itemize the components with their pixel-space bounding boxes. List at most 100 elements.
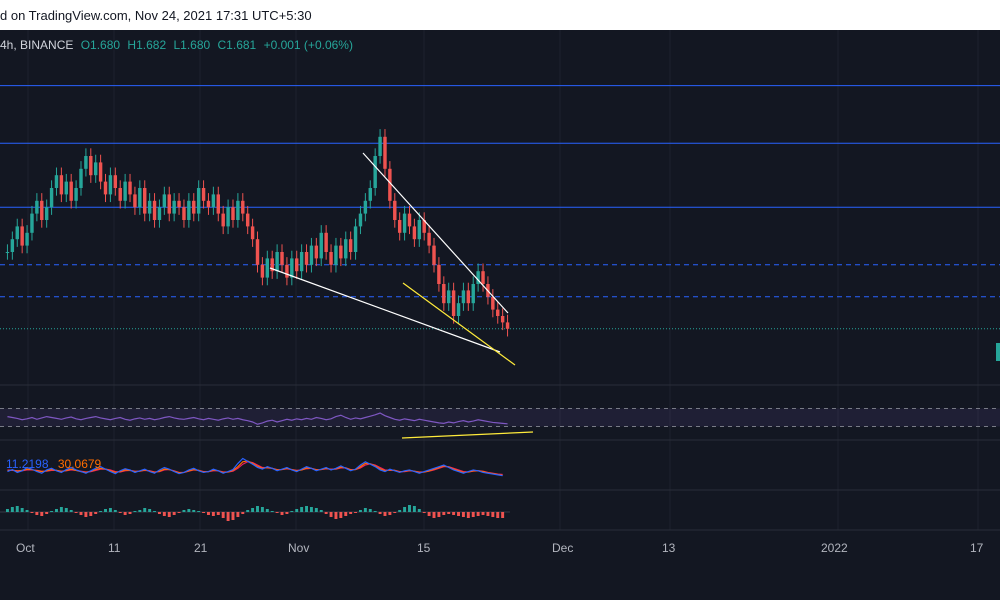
- macd-bar: [285, 512, 289, 514]
- candle-body: [491, 296, 495, 310]
- macd-bar: [329, 512, 333, 517]
- candle-body: [201, 188, 206, 201]
- candle-body: [437, 264, 441, 284]
- candle-body: [147, 200, 152, 214]
- macd-bar: [256, 506, 259, 512]
- stoch-k-value: 11.2198: [6, 457, 49, 471]
- stoch-d-value: 30.0679: [57, 457, 102, 471]
- trendline-yellow-channel[interactable]: [402, 282, 516, 366]
- macd-bar: [246, 510, 250, 512]
- candle-body: [476, 271, 480, 284]
- x-tick: 11: [108, 541, 121, 555]
- macd-bar: [226, 512, 230, 521]
- candle-body: [49, 188, 54, 208]
- candle-body: [309, 245, 314, 265]
- macd-bar: [466, 512, 470, 518]
- candle-body: [103, 181, 108, 195]
- trendline-rsi-support[interactable]: [401, 431, 534, 439]
- price-levels: [0, 85, 1000, 330]
- macd-bar: [442, 512, 446, 515]
- stoch_k-line: [7, 457, 503, 477]
- candle-body: [10, 239, 15, 252]
- macd-bar: [496, 512, 500, 518]
- trendlines[interactable]: [269, 152, 534, 439]
- candle-body: [123, 181, 127, 201]
- candle-body: [393, 200, 397, 220]
- macd-bar: [187, 509, 191, 512]
- candle-body: [422, 220, 426, 233]
- macd-bar: [403, 507, 407, 512]
- trendline-lower-wedge[interactable]: [269, 267, 501, 353]
- candle-body: [334, 245, 338, 265]
- macd-bar: [128, 512, 132, 514]
- change-value: +0.001 (+0.06%): [263, 38, 353, 52]
- macd-bar: [408, 505, 411, 512]
- x-tick: Dec: [552, 541, 574, 555]
- candle-body: [417, 220, 422, 240]
- candle-body: [407, 213, 412, 227]
- candle-body: [98, 162, 103, 182]
- macd-bar: [50, 511, 54, 512]
- candle-body: [226, 207, 230, 227]
- macd-bar: [265, 509, 269, 512]
- trendline-upper-wedge[interactable]: [362, 152, 509, 314]
- candle-body: [451, 290, 456, 316]
- candle-body: [285, 264, 289, 278]
- macd-bar: [74, 512, 78, 513]
- macd-bar: [383, 512, 387, 516]
- macd-bar: [339, 512, 343, 518]
- candle-body: [442, 284, 446, 304]
- macd-bar: [182, 510, 186, 512]
- candle-body: [221, 213, 225, 227]
- macd-bar: [40, 512, 44, 516]
- candle-body: [206, 200, 211, 208]
- candle-body: [30, 213, 34, 233]
- macd-bar: [290, 511, 294, 512]
- macd-bar: [64, 508, 68, 512]
- candle-body: [299, 252, 304, 272]
- candle-body: [427, 232, 431, 246]
- macd-bar: [123, 512, 127, 515]
- header-bar: d on TradingView.com, Nov 24, 2021 17:31…: [0, 0, 1000, 30]
- macd-bar: [25, 510, 29, 512]
- symbol-label[interactable]: 4h, BINANCE: [0, 38, 74, 52]
- chart-grid: [0, 30, 1000, 531]
- macd-bar: [251, 508, 255, 512]
- stoch-pane: [7, 457, 503, 477]
- macd-bar: [422, 512, 426, 513]
- macd-bar: [334, 512, 338, 519]
- macd-pane: [0, 505, 510, 521]
- macd-bar: [481, 512, 485, 515]
- macd-bar: [148, 509, 152, 512]
- candle-body: [15, 226, 19, 240]
- macd-bar: [192, 510, 196, 512]
- candle-body: [54, 175, 59, 188]
- candle-body: [152, 200, 157, 220]
- macd-bar: [138, 510, 142, 512]
- candle-body: [265, 258, 270, 278]
- last-price-marker: [996, 343, 1000, 361]
- x-tick: 13: [662, 541, 676, 555]
- macd-bar: [373, 511, 377, 512]
- macd-bar: [437, 512, 441, 517]
- macd-bar: [143, 508, 147, 512]
- candle-body: [236, 200, 240, 220]
- macd-bar: [35, 512, 39, 515]
- candle-body: [446, 290, 451, 304]
- candle-body: [319, 232, 323, 259]
- candle-body: [432, 245, 436, 265]
- macd-bar: [177, 512, 181, 513]
- candle-body: [270, 258, 274, 272]
- macd-bar: [59, 507, 63, 512]
- macd-bar: [461, 512, 465, 517]
- candle-body: [368, 188, 372, 201]
- candle-body: [348, 239, 353, 252]
- macd-bar: [89, 512, 93, 516]
- macd-bar: [412, 506, 416, 512]
- candle-body: [216, 194, 220, 214]
- macd-bar: [157, 512, 161, 514]
- x-tick: 2022: [821, 541, 848, 555]
- candle-body: [353, 226, 358, 252]
- candle-body: [500, 316, 505, 323]
